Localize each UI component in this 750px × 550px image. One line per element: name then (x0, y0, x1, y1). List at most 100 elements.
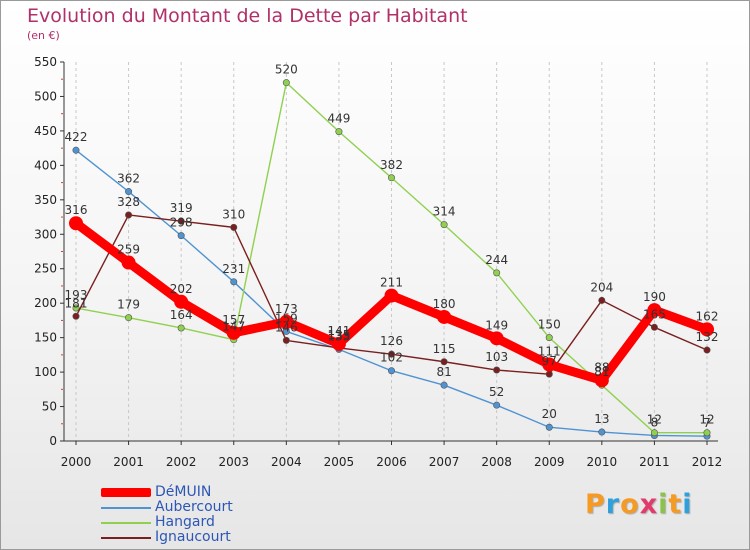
data-point (647, 303, 662, 318)
data-point (598, 428, 606, 436)
data-point (703, 429, 711, 437)
x-tick-label: 2008 (481, 455, 512, 469)
data-point (177, 232, 185, 240)
data-point (331, 336, 346, 351)
logo-letter: P (585, 489, 606, 520)
y-tick-label: 0 (49, 434, 57, 448)
data-label: 165 (643, 307, 666, 321)
legend-swatch (101, 488, 151, 497)
data-point (650, 429, 658, 437)
proxiti-logo: Proxiti (585, 489, 693, 520)
data-label: 12 (647, 413, 662, 427)
data-label: 132 (696, 330, 719, 344)
data-point (121, 255, 136, 270)
y-tick-label: 200 (34, 296, 57, 310)
y-tick-label: 300 (34, 227, 57, 241)
x-tick-label: 2011 (639, 455, 670, 469)
data-label: 111 (538, 345, 561, 359)
x-tick-label: 2005 (324, 455, 355, 469)
data-label: 159 (275, 311, 298, 325)
data-point (650, 323, 658, 331)
data-point (72, 312, 80, 320)
logo-letter: o (620, 489, 640, 520)
data-label: 316 (65, 203, 88, 217)
data-point (72, 304, 80, 312)
data-label: 126 (380, 334, 403, 348)
data-point (387, 174, 395, 182)
data-point (440, 221, 448, 229)
y-tick-label: 350 (34, 193, 57, 207)
y-tick-label: 500 (34, 89, 57, 103)
data-label: 204 (590, 280, 613, 294)
legend-swatch (101, 507, 151, 509)
data-point (493, 269, 501, 277)
legend-label: DéMUIN (155, 484, 212, 500)
data-label: 149 (485, 318, 508, 332)
data-label: 231 (222, 262, 245, 276)
data-label: 382 (380, 158, 403, 172)
legend-swatch (101, 537, 151, 539)
data-label: 133 (327, 329, 350, 343)
data-point (226, 325, 241, 340)
data-label: 103 (485, 350, 508, 364)
data-label: 173 (275, 302, 298, 316)
logo-letter: r (605, 489, 621, 520)
data-point (177, 324, 185, 332)
data-label: 141 (327, 324, 350, 338)
data-label: 81 (436, 365, 451, 379)
data-point (72, 146, 80, 154)
x-tick-label: 2012 (692, 455, 723, 469)
y-tick-label: 450 (34, 124, 57, 138)
chart-title: Evolution du Montant de la Dette par Hab… (27, 5, 468, 27)
data-point (384, 288, 399, 303)
data-label: 202 (170, 282, 193, 296)
data-label: 13 (594, 412, 609, 426)
data-point (440, 381, 448, 389)
logo-letter: i (682, 489, 693, 520)
x-tick-label: 2010 (587, 455, 618, 469)
data-point (545, 334, 553, 342)
data-point (335, 128, 343, 136)
data-point (174, 294, 189, 309)
data-label: 81 (594, 365, 609, 379)
y-tick-label: 400 (34, 158, 57, 172)
x-tick-label: 2000 (61, 455, 92, 469)
data-label: 180 (433, 297, 456, 311)
data-label: 310 (222, 207, 245, 221)
data-label: 314 (433, 205, 456, 219)
data-point (440, 358, 448, 366)
data-label: 259 (117, 243, 140, 257)
chart-subtitle: (en €) (27, 29, 60, 42)
data-label: 520 (275, 63, 298, 77)
data-point (437, 309, 452, 324)
data-point (282, 336, 290, 344)
legend-swatch (101, 522, 151, 524)
data-label: 8 (651, 415, 659, 429)
data-point (230, 223, 238, 231)
logo-letter: i (658, 489, 669, 520)
y-tick-label: 150 (34, 331, 57, 345)
data-label: 244 (485, 253, 508, 267)
x-tick-label: 2007 (429, 455, 460, 469)
x-tick-label: 2002 (166, 455, 197, 469)
y-tick-label: 50 (42, 400, 57, 414)
data-label: 147 (222, 320, 245, 334)
data-label: 298 (170, 216, 193, 230)
logo-letter: x (639, 489, 659, 520)
y-tick-label: 100 (34, 365, 57, 379)
data-label: 449 (327, 112, 350, 126)
data-point (703, 346, 711, 354)
data-label: 190 (643, 290, 666, 304)
data-label: 52 (489, 385, 504, 399)
legend-label: Hangard (155, 514, 215, 530)
x-tick-label: 2004 (271, 455, 302, 469)
data-label: 362 (117, 172, 140, 186)
data-point (177, 217, 185, 225)
data-label: 115 (433, 342, 456, 356)
x-tick-label: 2001 (113, 455, 144, 469)
x-tick-label: 2009 (534, 455, 565, 469)
data-point (125, 211, 133, 219)
x-tick-label: 2003 (218, 455, 249, 469)
data-point (69, 216, 83, 231)
